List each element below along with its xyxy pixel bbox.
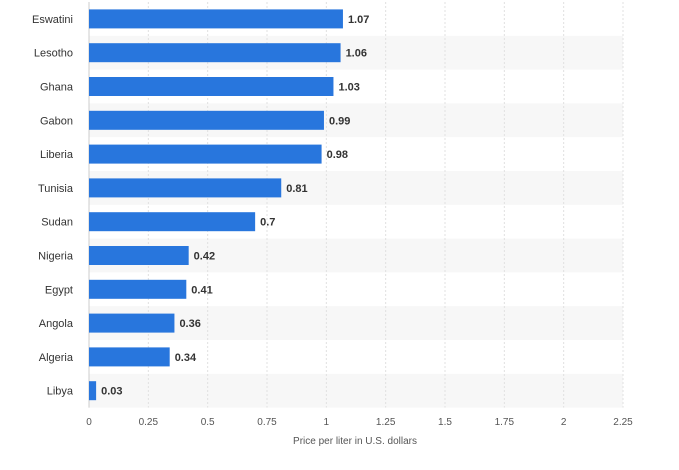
value-label: 1.06 — [346, 48, 367, 60]
category-label: Nigeria — [38, 251, 74, 263]
category-label: Liberia — [40, 149, 74, 161]
x-tick-label: 2.25 — [613, 417, 633, 428]
value-label: 0.41 — [191, 284, 212, 296]
value-label: 0.36 — [179, 318, 200, 330]
category-labels: Eswatini Lesotho Ghana Gabon Liberia Tunisia S… — [32, 14, 74, 398]
x-tick-label: 0.5 — [201, 417, 215, 428]
category-label: Algeria — [39, 352, 74, 364]
bar — [89, 246, 189, 265]
category-label: Sudan — [41, 217, 73, 229]
value-label: 0.81 — [286, 183, 307, 195]
category-label: Gabon — [40, 115, 73, 127]
x-tick-labels: 0 0.25 0.5 0.75 1 1.25 1.5 1.75 2 2.25 — [86, 417, 633, 428]
value-label: 0.34 — [175, 352, 197, 364]
bar — [89, 144, 322, 164]
value-label: 1.07 — [348, 14, 369, 26]
x-axis-title: Price per liter in U.S. dollars — [293, 436, 417, 447]
category-label: Lesotho — [34, 48, 73, 60]
value-label: 1.03 — [338, 82, 359, 94]
gridlines — [88, 2, 624, 408]
bar — [89, 43, 341, 63]
bar — [89, 178, 282, 198]
value-label: 0.42 — [194, 251, 215, 263]
x-tick-label: 0.25 — [139, 417, 159, 428]
bar — [89, 347, 170, 367]
category-label: Libya — [47, 386, 74, 398]
row-bands — [89, 35, 623, 408]
row-band — [89, 306, 623, 340]
bar — [89, 381, 97, 401]
x-tick-label: 1.25 — [376, 417, 396, 428]
row-band — [89, 373, 623, 408]
category-label: Tunisia — [38, 183, 74, 195]
bar — [89, 77, 334, 96]
x-tick-label: 1.5 — [438, 417, 452, 428]
x-tick-label: 0 — [86, 417, 92, 428]
bar — [89, 110, 324, 130]
category-label: Angola — [39, 318, 74, 330]
value-label: 0.98 — [327, 149, 348, 161]
x-tick-label: 0.75 — [257, 417, 277, 428]
category-label: Ghana — [40, 82, 74, 94]
x-tick-label: 1.75 — [495, 417, 515, 428]
category-label: Egypt — [45, 284, 73, 296]
bar — [89, 279, 187, 299]
x-tick-label: 2 — [561, 417, 567, 428]
value-labels: 1.07 1.06 1.03 0.99 0.98 0.81 0.7 0.42 0.41 0.36 0… — [101, 14, 369, 398]
bar — [89, 212, 256, 232]
bars — [89, 9, 343, 401]
value-label: 0.99 — [329, 115, 350, 127]
value-label: 0.7 — [260, 217, 275, 229]
value-label: 0.03 — [101, 386, 122, 398]
category-label: Eswatini — [32, 14, 73, 26]
bar — [89, 313, 175, 333]
x-tick-label: 1 — [324, 417, 330, 428]
bar — [89, 9, 343, 29]
